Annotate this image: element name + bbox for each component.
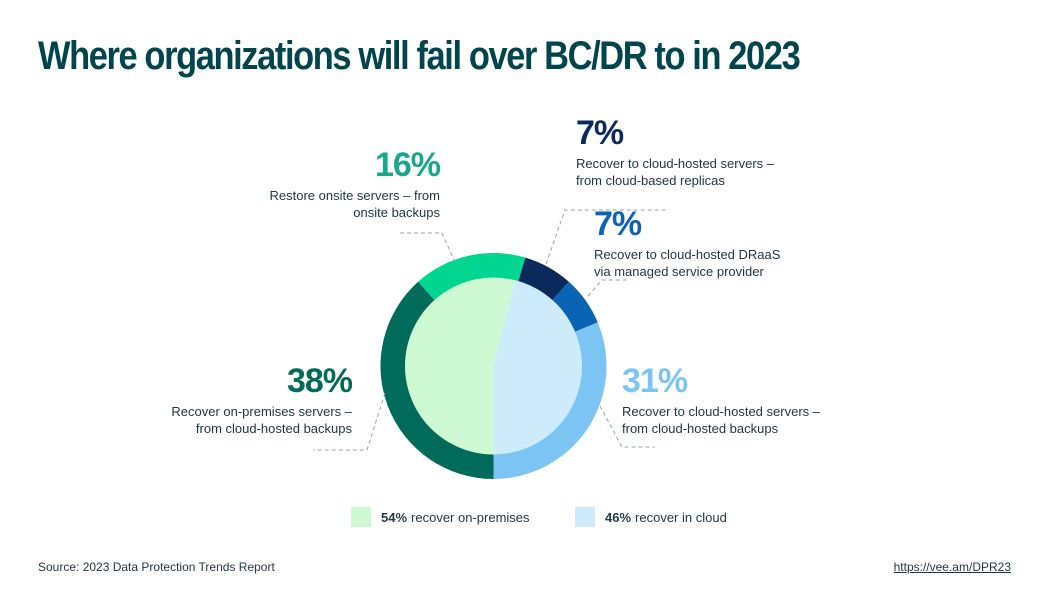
label-desc-line2: via managed service provider [594, 264, 764, 279]
legend-pct: 54% [381, 509, 408, 525]
label-desc-line2: from cloud-hosted backups [622, 421, 779, 436]
inner-pie-slice [405, 277, 516, 455]
legend-item-cloud: 46% recover in cloud [575, 507, 727, 527]
label-pct: 16% [374, 146, 441, 184]
legend-text: recover on-premises [411, 509, 530, 525]
label-desc-line1: Recover to cloud-hosted servers – [622, 404, 820, 419]
label-onprem-cloud-backups: 38% Recover on-premises servers – from cl… [130, 362, 353, 437]
label-desc-line2: from cloud-based replicas [576, 173, 725, 188]
label-pct: 38% [286, 362, 353, 400]
source-note: Source: 2023 Data Protection Trends Repo… [38, 560, 275, 574]
ring-segment [493, 322, 607, 479]
label-cloud-backups: 31% Recover to cloud-hosted servers – fro… [622, 363, 882, 437]
label-draas: 7% Recover to cloud-hosted DRaaS via mana… [594, 206, 854, 280]
inner-pie [405, 277, 583, 455]
page-title: Where organizations will fail over BC/DR… [38, 34, 801, 78]
legend-text: recover in cloud [635, 509, 727, 525]
label-desc-line1: Recover to cloud-hosted servers – [576, 156, 774, 171]
label-cloud-replicas: 7% Recover to cloud-hosted servers – from… [576, 115, 836, 189]
label-pct: 7% [594, 205, 642, 243]
label-desc-line1: Recover to cloud-hosted DRaaS [594, 247, 781, 262]
inner-pie-slice [493, 280, 583, 455]
ring-segment [518, 257, 569, 301]
leader-lines [313, 209, 668, 451]
label-desc-line2: from cloud-hosted backups [195, 421, 352, 436]
outer-ring [380, 253, 607, 479]
legend-pct: 46% [605, 509, 632, 525]
legend-item-on-premises: 54% recover on-premises [351, 507, 530, 527]
label-pct: 7% [576, 114, 624, 152]
legend-swatch [351, 507, 371, 527]
ring-segment [380, 281, 494, 479]
label-desc-line2: onsite backups [353, 205, 440, 220]
label-desc-line1: Restore onsite servers – from [269, 188, 440, 203]
report-link[interactable]: https://vee.am/DPR23 [893, 560, 1011, 574]
ring-segment [552, 281, 598, 333]
label-pct: 31% [622, 362, 688, 400]
label-desc-line1: Recover on-premises servers – [171, 404, 352, 419]
label-onsite-backups: 16% Restore onsite servers – from onsite … [230, 146, 441, 221]
legend-swatch [575, 507, 595, 527]
ring-segment [418, 253, 526, 301]
